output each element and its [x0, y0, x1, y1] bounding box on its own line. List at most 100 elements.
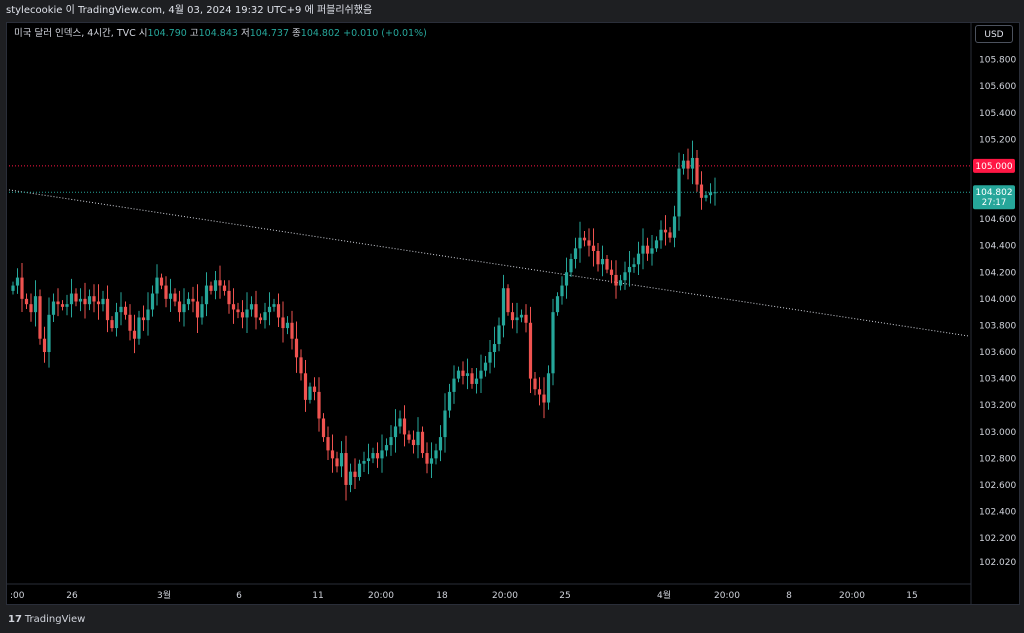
- candle-body[interactable]: [168, 293, 173, 299]
- candle-body[interactable]: [74, 293, 78, 302]
- candle-body[interactable]: [83, 298, 87, 305]
- candle-body[interactable]: [353, 471, 357, 477]
- candle-body[interactable]: [38, 296, 42, 339]
- candle-body[interactable]: [681, 160, 686, 169]
- price-axis[interactable]: 105.800 105.600 105.400 105.200 104.600 104.4…: [979, 56, 1016, 568]
- candle-body[interactable]: [704, 195, 708, 198]
- candle-body[interactable]: [474, 378, 479, 384]
- candle-body[interactable]: [335, 458, 339, 467]
- candle-body[interactable]: [366, 458, 371, 462]
- candle-body[interactable]: [411, 439, 416, 446]
- candle-body[interactable]: [479, 370, 483, 379]
- candle-body[interactable]: [249, 304, 254, 310]
- candles[interactable]: [11, 140, 717, 501]
- candle-body[interactable]: [146, 309, 150, 321]
- candle-body[interactable]: [546, 373, 551, 403]
- candle-body[interactable]: [389, 437, 393, 446]
- candle-body[interactable]: [488, 352, 492, 363]
- candle-body[interactable]: [47, 314, 51, 353]
- candle-body[interactable]: [213, 280, 218, 291]
- candle-body[interactable]: [510, 312, 515, 321]
- candle-body[interactable]: [344, 453, 348, 485]
- candle-body[interactable]: [641, 245, 645, 254]
- candle-body[interactable]: [182, 304, 186, 313]
- candle-body[interactable]: [204, 285, 209, 305]
- candle-body[interactable]: [402, 418, 407, 435]
- candle-body[interactable]: [303, 373, 308, 400]
- candle-body[interactable]: [650, 248, 654, 254]
- candle-body[interactable]: [596, 251, 600, 265]
- candle-body[interactable]: [29, 304, 33, 313]
- candle-body[interactable]: [267, 306, 272, 313]
- candle-body[interactable]: [560, 285, 564, 297]
- candle-body[interactable]: [285, 322, 290, 329]
- candle-body[interactable]: [569, 258, 573, 273]
- candle-body[interactable]: [632, 264, 636, 267]
- candle-body[interactable]: [672, 216, 677, 238]
- candle-body[interactable]: [375, 453, 380, 459]
- candle-body[interactable]: [33, 296, 38, 313]
- candle-body[interactable]: [605, 258, 609, 270]
- candle-body[interactable]: [281, 317, 285, 329]
- candle-body[interactable]: [420, 431, 425, 454]
- candle-body[interactable]: [573, 248, 578, 259]
- candle-body[interactable]: [591, 245, 596, 251]
- candle-body[interactable]: [425, 453, 429, 464]
- candle-body[interactable]: [699, 184, 704, 198]
- candle-body[interactable]: [465, 373, 470, 376]
- candle-body[interactable]: [236, 309, 240, 313]
- candle-body[interactable]: [119, 306, 123, 313]
- candle-body[interactable]: [326, 437, 330, 451]
- candle-body[interactable]: [636, 253, 641, 265]
- candle-body[interactable]: [551, 312, 555, 374]
- candle-body[interactable]: [11, 285, 15, 291]
- candle-body[interactable]: [533, 378, 537, 390]
- candle-body[interactable]: [96, 301, 101, 305]
- candle-body[interactable]: [128, 314, 132, 331]
- candle-body[interactable]: [42, 338, 47, 353]
- candle-body[interactable]: [20, 277, 24, 299]
- time-axis[interactable]: :00 26 3월 6 11 20:00 18 20:00 25 4월 20:00 8 20:00 15: [10, 589, 918, 601]
- candle-body[interactable]: [150, 293, 155, 310]
- candle-body[interactable]: [456, 370, 461, 379]
- candle-body[interactable]: [434, 450, 438, 459]
- candle-body[interactable]: [564, 272, 569, 286]
- candle-body[interactable]: [114, 312, 119, 329]
- candle-body[interactable]: [587, 240, 591, 246]
- candle-body[interactable]: [668, 232, 672, 238]
- candle-body[interactable]: [87, 296, 92, 305]
- candle-body[interactable]: [132, 330, 137, 339]
- candle-body[interactable]: [240, 312, 245, 318]
- candle-body[interactable]: [321, 418, 326, 438]
- candle-body[interactable]: [15, 277, 20, 286]
- candle-body[interactable]: [614, 274, 618, 286]
- candle-body[interactable]: [555, 296, 560, 313]
- candle-body[interactable]: [623, 272, 627, 281]
- candle-body[interactable]: [299, 357, 303, 374]
- candle-body[interactable]: [263, 312, 267, 321]
- candle-body[interactable]: [24, 298, 29, 305]
- candle-body[interactable]: [276, 304, 281, 318]
- candle-body[interactable]: [627, 266, 632, 273]
- candle-body[interactable]: [483, 362, 488, 371]
- candle-body[interactable]: [690, 157, 695, 169]
- candle-body[interactable]: [227, 290, 231, 305]
- candle-body[interactable]: [294, 338, 299, 358]
- candle-body[interactable]: [416, 431, 420, 446]
- candle-body[interactable]: [686, 160, 690, 169]
- candle-body[interactable]: [398, 418, 402, 427]
- currency-button[interactable]: USD: [975, 25, 1013, 43]
- candle-body[interactable]: [186, 298, 191, 305]
- candle-body[interactable]: [393, 426, 398, 438]
- candle-body[interactable]: [384, 445, 389, 451]
- candle-body[interactable]: [506, 288, 510, 313]
- candle-body[interactable]: [69, 293, 74, 305]
- candle-body[interactable]: [497, 325, 501, 345]
- candle-body[interactable]: [519, 314, 524, 318]
- candle-body[interactable]: [137, 317, 141, 339]
- candle-body[interactable]: [308, 386, 312, 400]
- candle-body[interactable]: [110, 320, 114, 329]
- candle-body[interactable]: [537, 389, 542, 395]
- candle-body[interactable]: [78, 298, 83, 302]
- candle-body[interactable]: [452, 378, 456, 392]
